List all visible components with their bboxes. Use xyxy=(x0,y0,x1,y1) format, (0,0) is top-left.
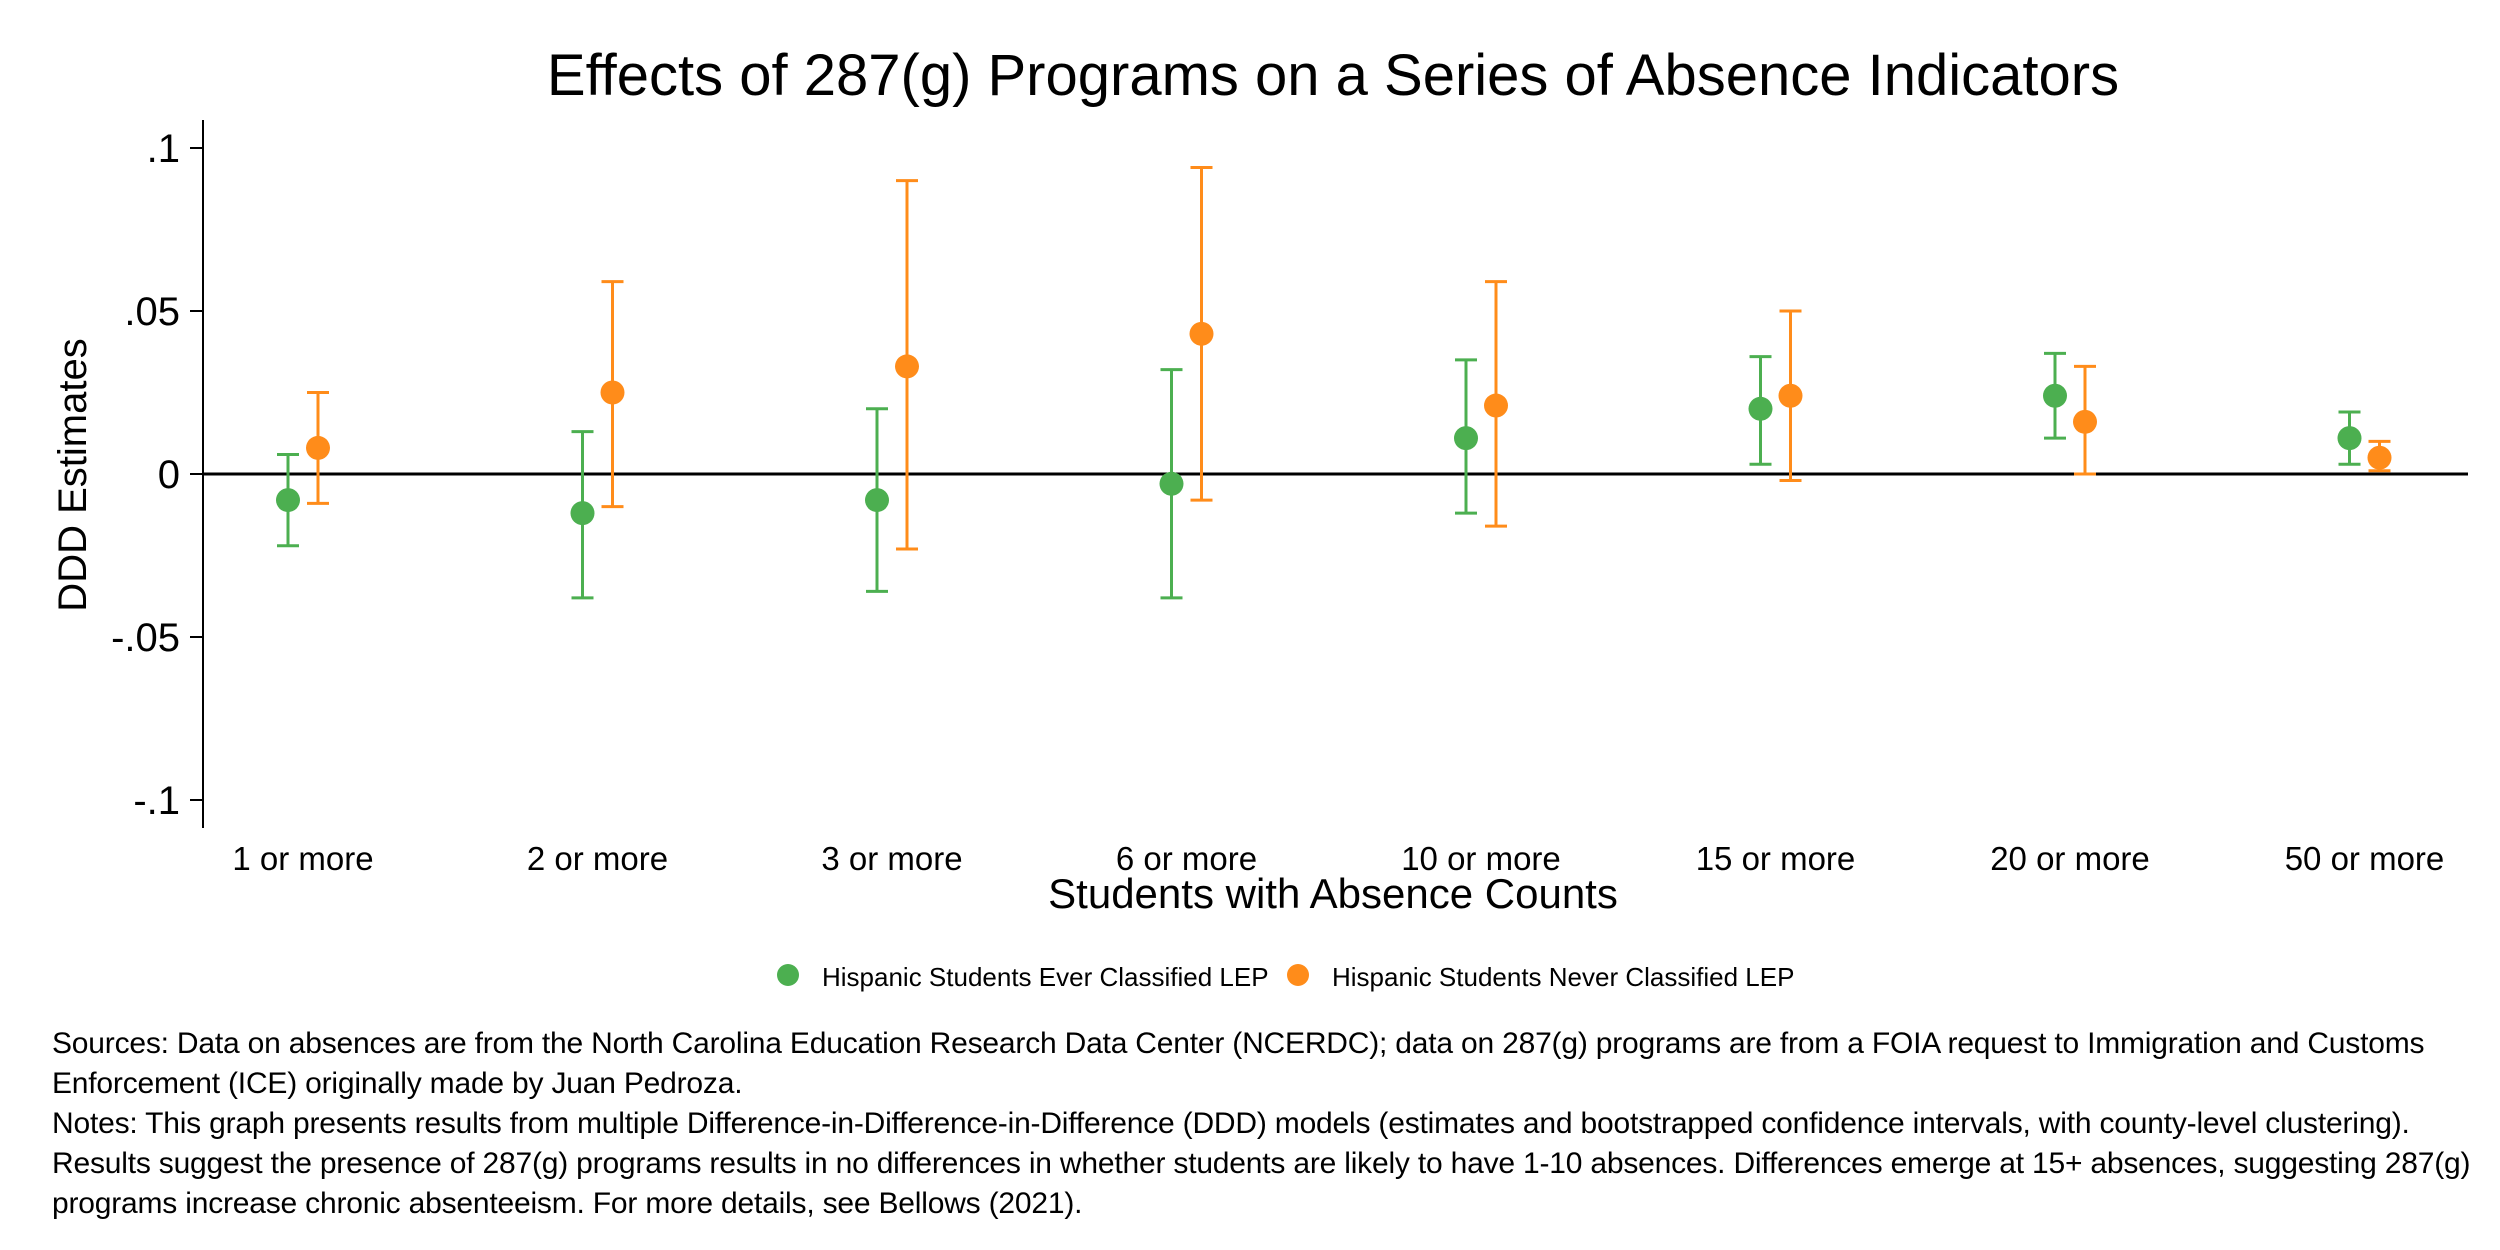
legend-label-never-lep: Hispanic Students Never Classified LEP xyxy=(1332,962,1794,992)
y-tick-label: -.05 xyxy=(111,616,180,660)
footnote-notes: Notes: This graph presents results from … xyxy=(52,1107,2471,1220)
point-estimate xyxy=(1454,426,1478,451)
footnote-sources: Sources: Data on absences are from the N… xyxy=(52,1027,2425,1100)
point-estimate xyxy=(1748,396,1773,421)
chart-marks xyxy=(276,166,2392,600)
point-estimate xyxy=(895,354,919,379)
x-tick-label: 15 or more xyxy=(1696,840,1856,877)
point-estimate xyxy=(865,488,889,513)
x-tick-label: 50 or more xyxy=(2285,840,2445,877)
point-estimate xyxy=(2367,445,2392,470)
point-estimate xyxy=(570,501,595,526)
point-estimate xyxy=(276,488,300,513)
x-tick-label: 2 or more xyxy=(527,840,668,877)
y-tick-label: .05 xyxy=(124,290,180,334)
y-axis-label: DDD Estimates xyxy=(51,338,95,611)
footnote: Sources: Data on absences are from the N… xyxy=(52,1024,2472,1224)
legend-marker-never-lep xyxy=(1287,964,1309,986)
y-tick-label: -.1 xyxy=(133,779,180,823)
chart: Effects of 287(g) Programs on a Series o… xyxy=(51,43,2468,992)
legend: Hispanic Students Ever Classified LEP Hi… xyxy=(777,962,1794,992)
x-tick-label: 1 or more xyxy=(232,840,373,877)
x-axis-label: Students with Absence Counts xyxy=(1048,870,1618,917)
point-estimate xyxy=(1484,393,1508,418)
point-estimate xyxy=(1189,321,1214,346)
x-tick-label: 3 or more xyxy=(821,840,962,877)
point-estimate xyxy=(600,380,625,405)
y-tick-label: 0 xyxy=(158,453,180,497)
x-tick-label: 6 or more xyxy=(1116,840,1257,877)
chart-title: Effects of 287(g) Programs on a Series o… xyxy=(547,43,2119,108)
y-axis-ticks: .1 .05 0 -.05 -.1 xyxy=(111,127,203,823)
point-estimate xyxy=(306,435,330,460)
legend-marker-ever-lep xyxy=(777,964,799,986)
x-axis-ticks: 1 or more 2 or more 3 or more 6 or more 10 o… xyxy=(232,840,2444,877)
y-tick-label: .1 xyxy=(147,127,180,171)
point-estimate xyxy=(1778,383,1803,408)
x-tick-label: 10 or more xyxy=(1401,840,1561,877)
legend-label-ever-lep: Hispanic Students Ever Classified LEP xyxy=(822,962,1269,992)
point-estimate xyxy=(1159,471,1184,496)
point-estimate xyxy=(2043,383,2067,408)
x-tick-label: 20 or more xyxy=(1990,840,2150,877)
point-estimate xyxy=(2073,409,2097,434)
point-estimate xyxy=(2337,426,2362,451)
